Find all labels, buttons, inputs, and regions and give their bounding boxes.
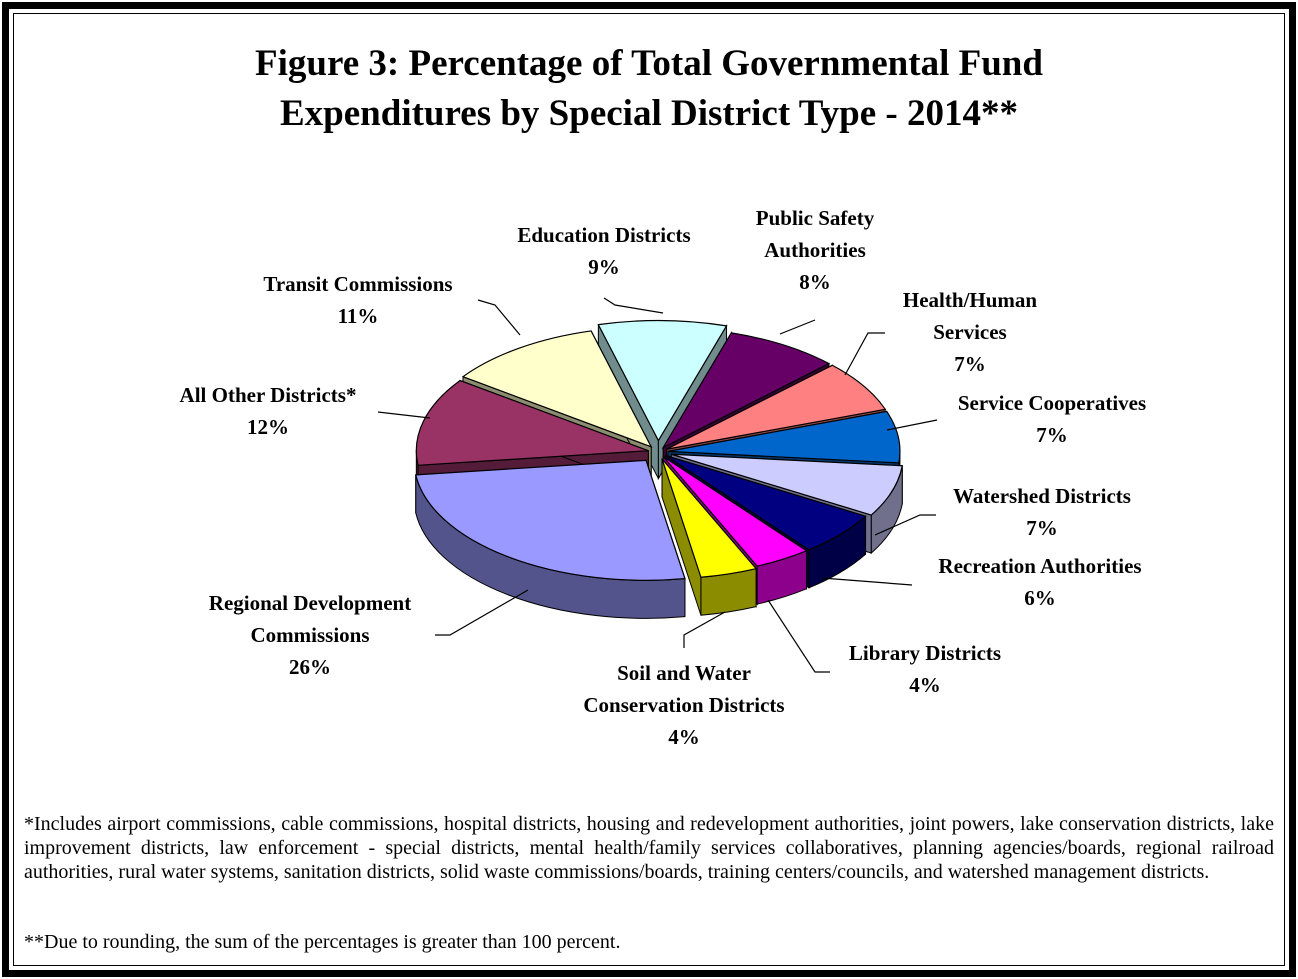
- slice-category-label-0: Education Districts: [517, 223, 690, 247]
- slice-category-label-7: Soil and Water: [617, 661, 751, 685]
- leader-line-6: [767, 599, 830, 673]
- slice-value-label-8: 26%: [289, 655, 331, 679]
- slice-value-label-3: 7%: [1036, 423, 1068, 447]
- slice-value-label-1: 8%: [799, 270, 831, 294]
- slice-category-label-2: Health/Human: [903, 288, 1038, 312]
- leader-line-10: [477, 299, 521, 336]
- pie-tops-layer: [415, 319, 903, 581]
- slice-value-label-10: 11%: [338, 304, 379, 328]
- slice-recreation-authorities: [665, 454, 867, 551]
- slice-value-label-4: 7%: [1026, 516, 1058, 540]
- leader-line-5: [821, 577, 913, 586]
- slice-value-label-2: 7%: [954, 352, 986, 376]
- labels-layer: Education Districts 9% Public Safety Author…: [180, 206, 1147, 749]
- slice-category-label-6: Library Districts: [849, 641, 1001, 665]
- slice-category-label-8: Commissions: [250, 623, 369, 647]
- slice-category-label-3: Service Cooperatives: [958, 391, 1146, 415]
- slice-category-label-9: All Other Districts*: [180, 383, 357, 407]
- slice-value-label-5: 6%: [1024, 586, 1056, 610]
- footnote-all-other: *Includes airport commissions, cable com…: [24, 813, 1274, 883]
- leader-line-7: [683, 611, 726, 648]
- slice-public-safety-authorities: [661, 332, 831, 450]
- leader-lines-layer: [377, 297, 938, 673]
- slice-transit-commissions: [461, 330, 653, 448]
- slice-all-other-districts-: [415, 379, 649, 466]
- leader-line-2: [844, 332, 885, 376]
- slice-education-districts: [597, 319, 728, 442]
- leader-line-4: [874, 514, 936, 536]
- footnote-rounding: **Due to rounding, the sum of the percen…: [24, 931, 621, 953]
- leader-line-8: [435, 589, 529, 636]
- slice-category-label-5: Recreation Authorities: [938, 554, 1141, 578]
- slice-soil-and-water-conservation-districts: [661, 458, 758, 578]
- slice-category-label-10: Transit Commissions: [263, 272, 452, 296]
- slice-category-label-8: Regional Development: [209, 591, 411, 615]
- chart-title-line-2: Expenditures by Special District Type - …: [280, 93, 1018, 134]
- leader-line-1: [779, 319, 816, 335]
- leader-line-3: [886, 419, 938, 431]
- slice-value-label-0: 9%: [588, 255, 620, 279]
- slice-category-label-4: Watershed Districts: [953, 484, 1131, 508]
- slice-value-label-7: 4%: [668, 725, 700, 749]
- slice-watershed-districts: [671, 453, 903, 516]
- slice-value-label-6: 4%: [909, 673, 941, 697]
- leader-line-9: [377, 411, 431, 419]
- slice-category-label-1: Authorities: [764, 238, 866, 262]
- slice-category-label-7: Conservation Districts: [583, 693, 784, 717]
- slice-category-label-1: Public Safety: [756, 206, 875, 230]
- slice-category-label-2: Services: [933, 320, 1006, 344]
- figure-inner-border: [13, 13, 1285, 966]
- slice-service-cooperatives: [667, 410, 901, 464]
- slice-value-label-9: 12%: [247, 415, 289, 439]
- chart-title-line-1: Figure 3: Percentage of Total Government…: [255, 43, 1043, 84]
- leader-line-0: [603, 297, 664, 314]
- slice-library-districts: [662, 455, 808, 567]
- slice-health-human-services: [666, 364, 887, 450]
- slice-regional-development-commissions: [415, 459, 686, 581]
